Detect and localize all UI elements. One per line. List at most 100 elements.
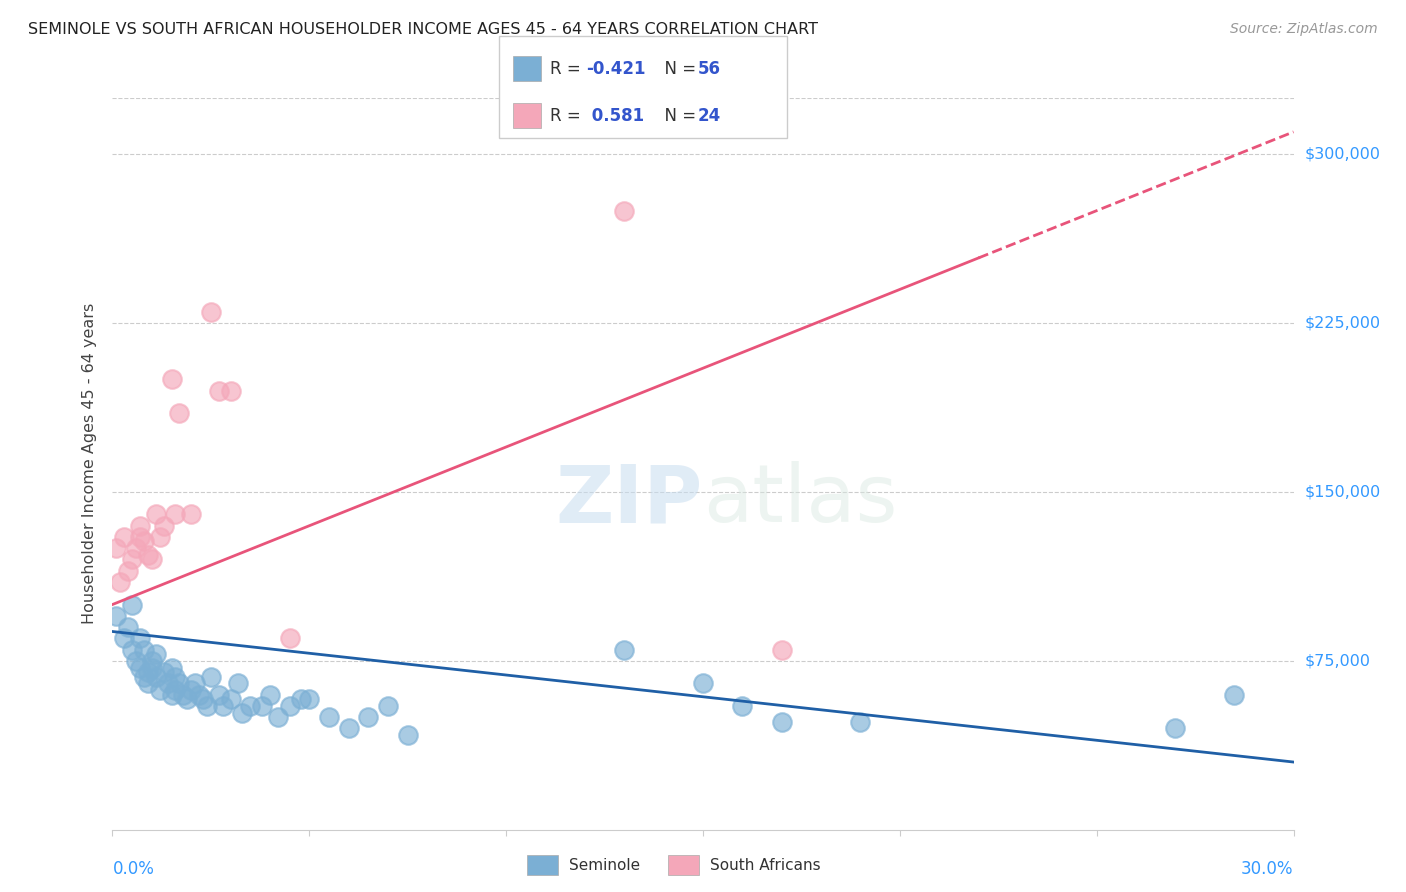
Point bbox=[145, 669, 167, 683]
Point bbox=[165, 683, 187, 698]
Text: Source: ZipAtlas.com: Source: ZipAtlas.com bbox=[1230, 22, 1378, 37]
Text: 56: 56 bbox=[697, 60, 720, 78]
Point bbox=[208, 688, 231, 702]
Point bbox=[149, 530, 172, 544]
Point bbox=[112, 632, 135, 646]
Point bbox=[121, 642, 143, 657]
Point bbox=[117, 564, 139, 578]
Point bbox=[145, 508, 167, 522]
Point bbox=[211, 698, 233, 713]
Point bbox=[278, 632, 301, 646]
Point bbox=[180, 508, 202, 522]
Point bbox=[290, 692, 312, 706]
Y-axis label: Householder Income Ages 45 - 64 years: Householder Income Ages 45 - 64 years bbox=[82, 303, 97, 624]
Point bbox=[231, 706, 253, 720]
Text: R =: R = bbox=[550, 60, 586, 78]
Point bbox=[141, 654, 163, 668]
Point bbox=[105, 608, 128, 623]
Point bbox=[176, 692, 198, 706]
Point bbox=[396, 728, 419, 742]
Point bbox=[1223, 688, 1246, 702]
Point bbox=[200, 305, 222, 319]
Point bbox=[169, 676, 191, 690]
Point bbox=[200, 669, 222, 683]
Point bbox=[1164, 721, 1187, 735]
Point bbox=[136, 676, 159, 690]
Point bbox=[165, 669, 187, 683]
Point bbox=[250, 698, 273, 713]
Text: $300,000: $300,000 bbox=[1305, 147, 1381, 161]
Point bbox=[160, 660, 183, 674]
Point bbox=[180, 683, 202, 698]
Point bbox=[129, 530, 152, 544]
Point bbox=[132, 534, 155, 549]
Point bbox=[692, 676, 714, 690]
Point bbox=[770, 714, 793, 729]
Point bbox=[156, 676, 179, 690]
Point bbox=[152, 518, 174, 533]
Point bbox=[129, 518, 152, 533]
Text: South Africans: South Africans bbox=[710, 858, 821, 872]
Point bbox=[129, 632, 152, 646]
Point bbox=[731, 698, 754, 713]
Point bbox=[112, 530, 135, 544]
Text: Seminole: Seminole bbox=[569, 858, 641, 872]
Text: ZIP: ZIP bbox=[555, 461, 703, 540]
Point bbox=[129, 660, 152, 674]
Text: $75,000: $75,000 bbox=[1305, 653, 1371, 668]
Point bbox=[152, 665, 174, 679]
Point bbox=[105, 541, 128, 556]
Point bbox=[184, 676, 207, 690]
Point bbox=[125, 654, 148, 668]
Point bbox=[219, 692, 242, 706]
Point bbox=[613, 642, 636, 657]
Point bbox=[239, 698, 262, 713]
Point bbox=[267, 710, 290, 724]
Point bbox=[191, 692, 214, 706]
Point bbox=[613, 203, 636, 218]
Point bbox=[298, 692, 321, 706]
Text: SEMINOLE VS SOUTH AFRICAN HOUSEHOLDER INCOME AGES 45 - 64 YEARS CORRELATION CHAR: SEMINOLE VS SOUTH AFRICAN HOUSEHOLDER IN… bbox=[28, 22, 818, 37]
Point bbox=[141, 552, 163, 566]
Point bbox=[125, 541, 148, 556]
Point bbox=[110, 574, 132, 589]
Point bbox=[145, 647, 167, 661]
Text: $225,000: $225,000 bbox=[1305, 316, 1381, 331]
Point bbox=[172, 688, 194, 702]
Text: 0.581: 0.581 bbox=[586, 107, 644, 125]
Text: 30.0%: 30.0% bbox=[1241, 860, 1294, 878]
Text: 24: 24 bbox=[697, 107, 721, 125]
Point bbox=[169, 406, 191, 420]
Point bbox=[849, 714, 872, 729]
Point bbox=[357, 710, 380, 724]
Text: atlas: atlas bbox=[703, 461, 897, 540]
Point bbox=[318, 710, 340, 724]
Point bbox=[259, 688, 281, 702]
Point bbox=[160, 688, 183, 702]
Point bbox=[141, 660, 163, 674]
Point bbox=[228, 676, 250, 690]
Point bbox=[195, 698, 218, 713]
Point bbox=[121, 598, 143, 612]
Point bbox=[121, 552, 143, 566]
Text: 0.0%: 0.0% bbox=[112, 860, 155, 878]
Text: N =: N = bbox=[654, 107, 702, 125]
Point bbox=[278, 698, 301, 713]
Point bbox=[188, 688, 211, 702]
Text: -0.421: -0.421 bbox=[586, 60, 645, 78]
Text: N =: N = bbox=[654, 60, 702, 78]
Point bbox=[165, 508, 187, 522]
Point bbox=[117, 620, 139, 634]
Point bbox=[377, 698, 399, 713]
Point bbox=[208, 384, 231, 398]
Point bbox=[337, 721, 360, 735]
Point bbox=[219, 384, 242, 398]
Point bbox=[136, 548, 159, 562]
Text: $150,000: $150,000 bbox=[1305, 484, 1381, 500]
Point bbox=[132, 642, 155, 657]
Point bbox=[160, 372, 183, 386]
Point bbox=[149, 683, 172, 698]
Point bbox=[770, 642, 793, 657]
Point bbox=[132, 669, 155, 683]
Point bbox=[136, 665, 159, 679]
